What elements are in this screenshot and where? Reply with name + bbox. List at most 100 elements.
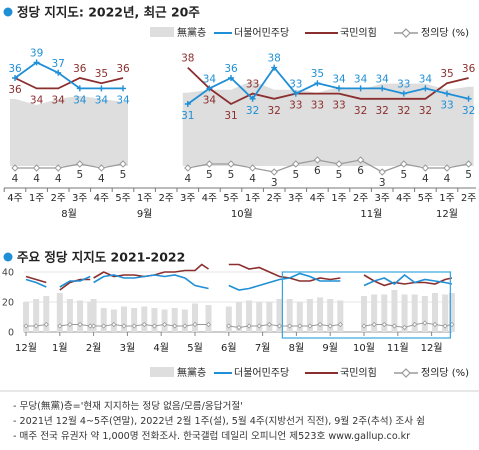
nonpartisan-bar [327, 299, 334, 332]
minjoo-point [400, 90, 407, 97]
ppp-data-label: 35 [95, 68, 108, 80]
ppp-data-label: 34 [30, 94, 44, 106]
x-tick-label: 4주 [396, 193, 411, 204]
justice-point [162, 321, 168, 328]
minjoo-point [76, 85, 83, 92]
nonpartisan-bar [448, 293, 455, 332]
legend-label-minjoo: 더불어민주당 [234, 367, 289, 379]
justice-data-label: 5 [206, 169, 213, 181]
ppp-data-label: 32 [419, 105, 432, 117]
justice-point [335, 160, 343, 168]
legend-marker-justice [401, 28, 411, 38]
x-tick-label: 9월 [322, 342, 338, 354]
minjoo-data-label: 33 [397, 79, 410, 91]
month-label: 8월 [61, 208, 77, 220]
minjoo-line [187, 66, 469, 105]
justice-point [76, 160, 84, 168]
minjoo-line [59, 275, 91, 288]
minjoo-point [379, 85, 386, 92]
justice-data-label: 4 [98, 173, 105, 185]
justice-point [141, 321, 147, 328]
minjoo-line [25, 278, 47, 288]
minjoo-data-label: 34 [116, 94, 130, 106]
nonpartisan-bar [246, 300, 253, 332]
x-tick-label: 2주 [353, 193, 368, 204]
minjoo-data-label: 39 [30, 47, 43, 59]
justice-data-label: 5 [76, 169, 83, 181]
minjoo-data-label: 34 [376, 73, 390, 85]
justice-point [111, 321, 117, 328]
minjoo-line [228, 272, 341, 291]
justice-point [97, 164, 106, 172]
justice-point [297, 323, 303, 329]
y-tick-label: 40 [2, 268, 14, 279]
x-tick-label: 4주 [310, 193, 325, 204]
justice-data-label: 5 [465, 169, 472, 181]
justice-point [43, 321, 49, 328]
justice-point [381, 321, 387, 328]
minjoo-point [55, 69, 62, 76]
ppp-line [228, 263, 341, 282]
nonpartisan-bar [296, 302, 303, 332]
nonpartisan-bar [391, 290, 398, 332]
justice-data-label: 5 [228, 169, 235, 181]
nonpartisan-bar [205, 305, 212, 332]
x-tick-label: 1주 [331, 193, 346, 204]
minjoo-line [93, 274, 209, 290]
bottom-chart-title: 주요 정당 지지도 2021-2022 [17, 250, 185, 265]
minjoo-data-label: 34 [354, 73, 368, 85]
ppp-line [25, 275, 47, 284]
nonpartisan-bar [90, 299, 97, 332]
justice-point [276, 323, 283, 329]
minjoo-data-label: 31 [181, 110, 194, 122]
justice-point [432, 321, 438, 328]
nonpartisan-bar [235, 302, 242, 332]
nonpartisan-bar [421, 296, 428, 332]
nonpartisan-bar [431, 293, 438, 332]
justice-point [401, 324, 408, 331]
ppp-data-label: 31 [224, 110, 237, 122]
justice-point [400, 160, 408, 168]
justice-data-label: 6 [314, 165, 321, 177]
x-tick-label: 4주 [94, 193, 109, 204]
nonpartisan-bar [43, 296, 50, 332]
nonpartisan-bar [442, 294, 449, 332]
ppp-data-label: 38 [181, 53, 194, 65]
justice-data-label: 4 [184, 173, 191, 185]
nonpartisan-bar [171, 308, 178, 332]
x-tick-label: 4주 [7, 193, 22, 204]
justice-point [33, 323, 39, 329]
x-tick-label: 1주 [29, 193, 44, 204]
ppp-data-label: 34 [52, 94, 66, 106]
ppp-data-label: 33 [289, 100, 302, 112]
justice-point [32, 164, 41, 172]
minjoo-point [12, 75, 18, 81]
note-line-3: - 매주 전국 유권자 약 1,000명 전화조사. 한국갤럽 데일리 오피니언… [13, 430, 410, 442]
minjoo-data-label: 37 [52, 58, 65, 70]
x-tick-label: 3주 [375, 193, 390, 204]
minjoo-point [336, 85, 342, 92]
minjoo-data-label: 34 [419, 73, 433, 85]
nonpartisan-bar [151, 308, 158, 332]
justice-data-label: 4 [422, 173, 429, 185]
x-tick-label: 10월 [353, 342, 375, 354]
top-chart-legend: 無黨층 더불어민주당 국민의힘 정의당 (%) [150, 26, 469, 39]
ppp-data-label: 32 [268, 105, 281, 117]
y-tick-label: 0 [8, 328, 14, 339]
justice-point [57, 323, 63, 329]
minjoo-point [249, 95, 256, 102]
justice-point [131, 323, 137, 329]
x-tick-label: 5월 [187, 342, 203, 354]
minjoo-point [98, 85, 105, 92]
x-tick-label: 12월 [15, 342, 37, 354]
minjoo-point [184, 101, 191, 107]
ppp-data-label: 33 [332, 100, 345, 112]
minjoo-line [363, 273, 453, 287]
justice-point [182, 323, 188, 329]
minjoo-point [228, 75, 234, 81]
justice-point [412, 321, 418, 328]
nonpartisan-bar [276, 299, 283, 332]
x-tick-label: 4주 [202, 193, 217, 204]
nonpartisan-bar [306, 299, 313, 332]
justice-point [464, 160, 473, 168]
